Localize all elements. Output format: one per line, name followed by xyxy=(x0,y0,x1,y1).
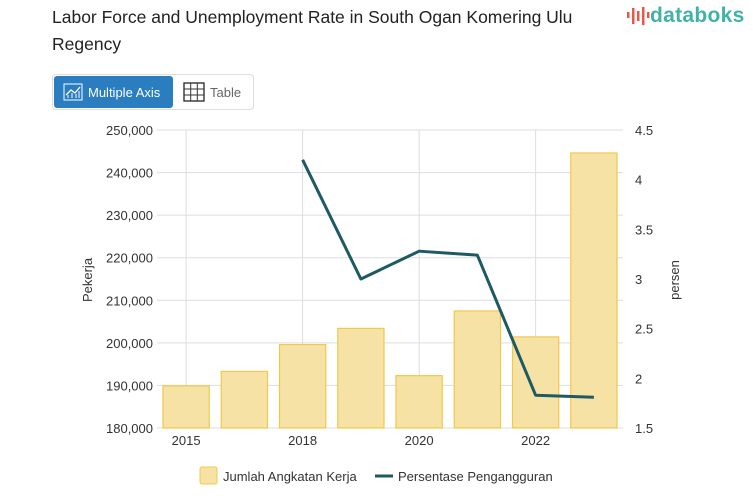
tab-label: Multiple Axis xyxy=(88,84,161,100)
x-tick-label: 2020 xyxy=(405,433,434,448)
y-right-tick-label: 3 xyxy=(635,272,642,287)
legend-label-bar[interactable]: Jumlah Angkatan Kerja xyxy=(223,469,357,484)
y-axis-left-label: Pekerja xyxy=(80,257,95,302)
y-right-tick-label: 4.5 xyxy=(635,123,653,138)
y-left-tick-label: 240,000 xyxy=(106,166,153,181)
bar-2023 xyxy=(570,152,618,429)
chart-icon xyxy=(63,83,83,101)
table-icon xyxy=(183,82,205,102)
bar-2018 xyxy=(278,343,327,429)
tab-label: Table xyxy=(210,84,242,100)
logo-bars-icon xyxy=(627,7,650,25)
legend-label-line[interactable]: Persentase Pengangguran xyxy=(398,469,553,484)
y-left-tick-label: 200,000 xyxy=(106,336,153,351)
databoks-logo[interactable]: databoks xyxy=(626,4,745,28)
y-left-tick-label: 180,000 xyxy=(106,421,153,436)
y-right-tick-label: 4 xyxy=(635,173,642,188)
bar-2017 xyxy=(220,370,269,429)
legend-bar-swatch xyxy=(199,466,218,485)
y-right-tick-label: 2.5 xyxy=(635,322,653,337)
view-tabs: Multiple Axis Table xyxy=(52,74,254,110)
y-left-tick-label: 210,000 xyxy=(106,293,153,308)
y-left-tick-label: 250,000 xyxy=(106,123,153,138)
y-right-tick-label: 1.5 xyxy=(635,421,653,436)
unemployment-line xyxy=(301,159,594,399)
bar-2015 xyxy=(162,385,210,429)
bar-2019 xyxy=(337,327,385,429)
legend: Jumlah Angkatan Kerja Persentase Pengang… xyxy=(199,466,553,485)
y-right-tick-label: 2 xyxy=(635,371,642,386)
y-left-tick-label: 230,000 xyxy=(106,208,153,223)
y-right-tick-label: 3.5 xyxy=(635,222,653,237)
tab-multiple-axis[interactable]: Multiple Axis xyxy=(54,76,173,108)
chart-title: Labor Force and Unemployment Rate in Sou… xyxy=(52,7,573,54)
logo-text: databoks xyxy=(650,4,745,27)
bar-2020 xyxy=(395,375,443,429)
x-tick-label: 2015 xyxy=(172,433,201,448)
x-tick-label: 2022 xyxy=(521,433,550,448)
tab-table[interactable]: Table xyxy=(174,75,250,109)
y-left-tick-label: 220,000 xyxy=(106,251,153,266)
x-tick-label: 2018 xyxy=(288,433,317,448)
y-axis-right-label: persen xyxy=(667,260,682,300)
bar-2022 xyxy=(511,336,560,429)
y-left-tick-label: 190,000 xyxy=(106,378,153,393)
bar-2021 xyxy=(453,310,502,429)
